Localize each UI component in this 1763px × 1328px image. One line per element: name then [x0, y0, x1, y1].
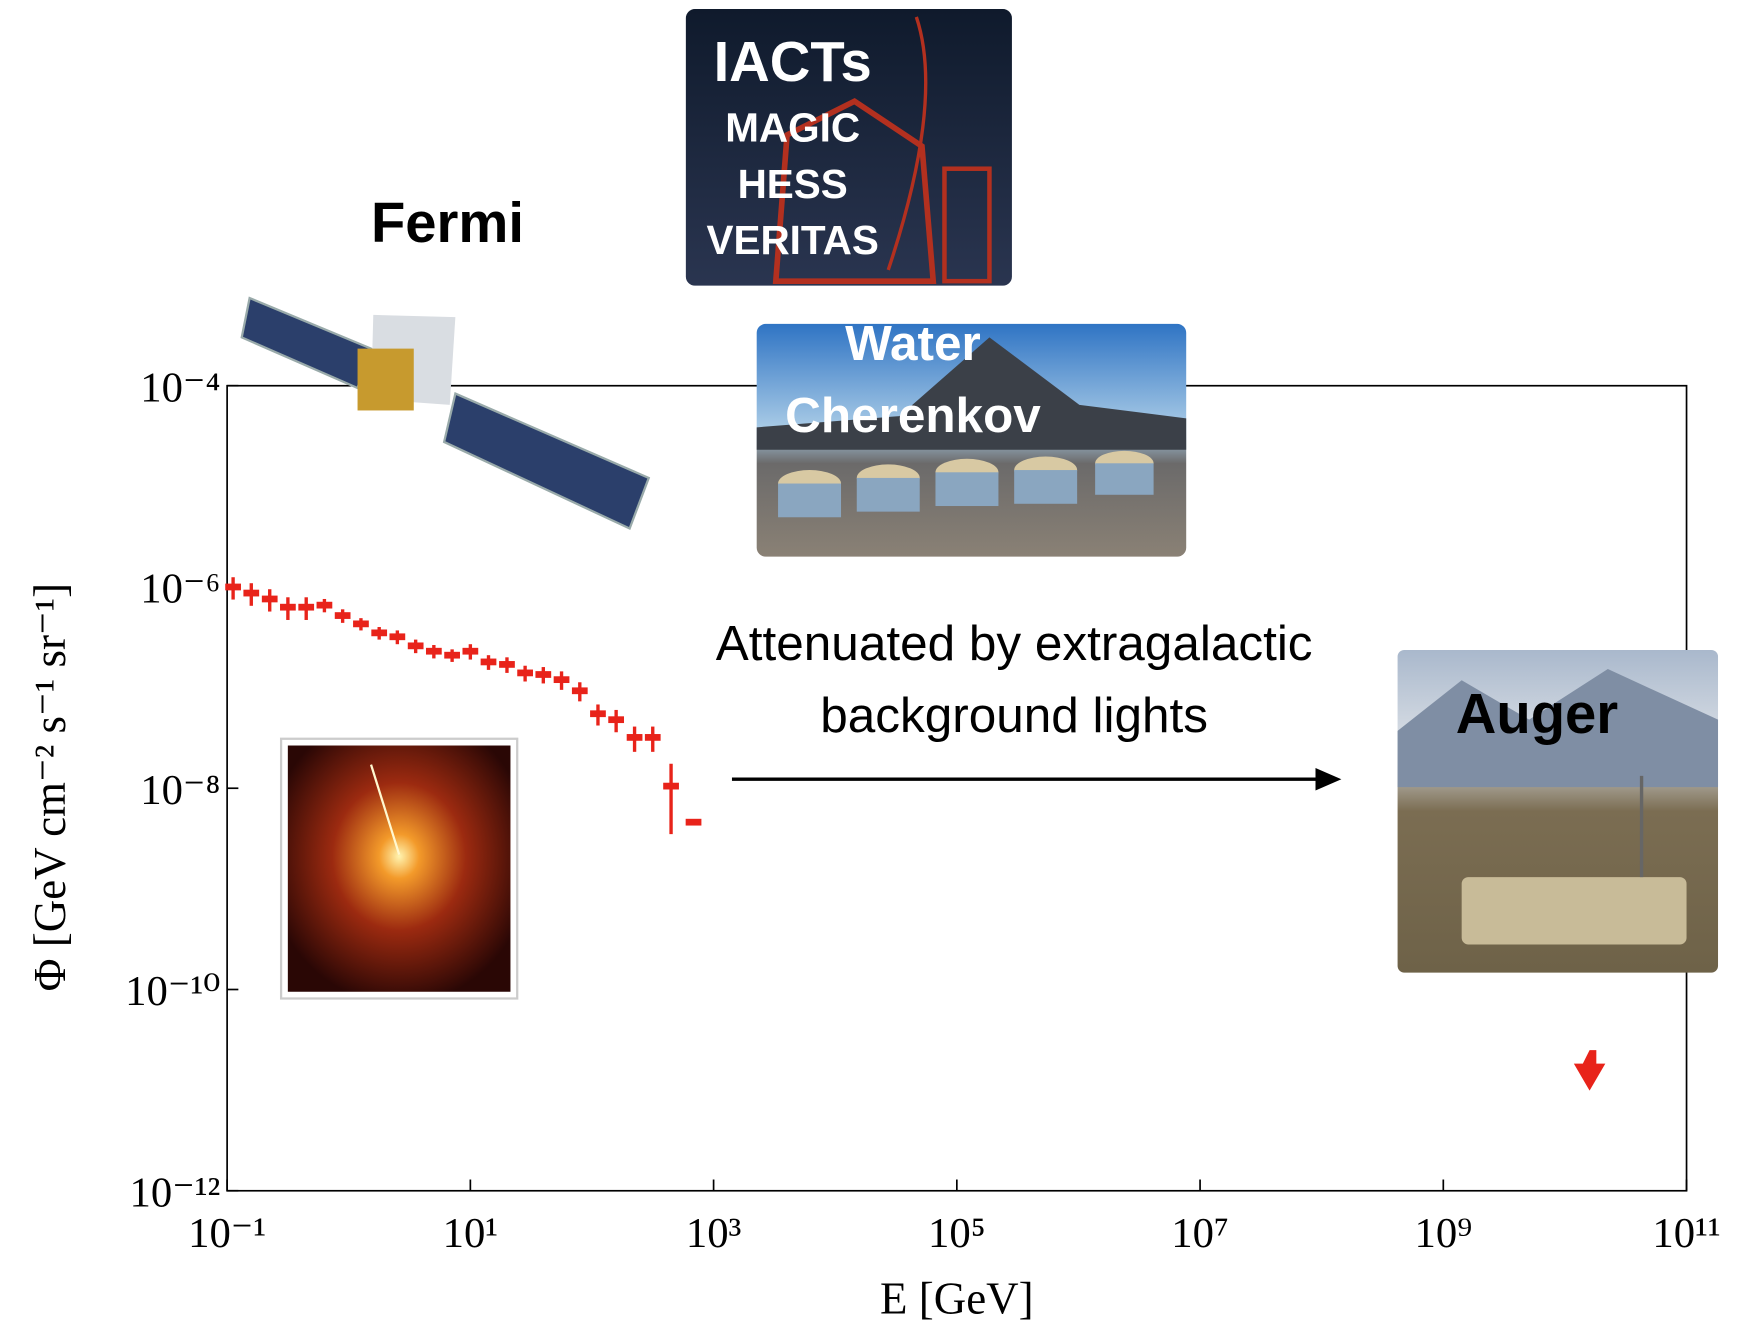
data-point	[535, 671, 551, 678]
attenuation-label: Attenuated by extragalactic	[716, 616, 1313, 671]
x-tick-label: 10⁵	[928, 1210, 986, 1257]
upper-limit-arrow	[1574, 1050, 1605, 1090]
page: {"chart_data": { "type": "errorbar", "x_…	[0, 0, 1763, 1328]
auger-label: Auger	[1456, 682, 1619, 745]
data-point	[686, 819, 702, 826]
data-point	[608, 716, 624, 723]
data-point	[225, 584, 241, 591]
iacts-label: MAGIC	[725, 105, 860, 151]
y-tick-label: 10⁻¹⁰	[125, 968, 220, 1015]
y-tick-label: 10⁻⁸	[140, 767, 220, 814]
data-point	[663, 783, 679, 790]
water-cherenkov-label: Water	[845, 316, 981, 371]
data-point	[317, 602, 333, 609]
data-point	[572, 687, 588, 694]
iacts-label: HESS	[738, 161, 848, 207]
data-point	[590, 710, 606, 717]
fermi-label: Fermi	[371, 191, 524, 254]
x-tick-label: 10¹¹	[1652, 1210, 1720, 1257]
attenuation-label: background lights	[820, 688, 1208, 743]
chart: 10⁻¹ 10¹ 10³ 10⁵ 10⁷ 10⁹ 10¹¹ 10⁻¹² 10⁻¹⁰ 10⁻⁸ 10⁻…	[0, 0, 1763, 1328]
data-point	[426, 648, 442, 655]
attenuation-arrow	[732, 768, 1341, 790]
data-point	[499, 661, 515, 668]
iacts-label: VERITAS	[706, 217, 878, 263]
data-point	[627, 734, 643, 741]
data-point	[481, 659, 497, 666]
data-point	[298, 604, 314, 611]
x-tick-label: 10⁹	[1414, 1210, 1472, 1257]
y-axis-label: Φ [GeV cm⁻² s⁻¹ sr⁻¹]	[25, 583, 75, 991]
data-point	[371, 629, 387, 636]
data-point	[645, 734, 661, 741]
data-point	[335, 612, 351, 619]
data-point	[389, 633, 405, 640]
x-tick-label: 10³	[686, 1210, 742, 1257]
y-tick-label: 10⁻⁶	[140, 566, 220, 613]
x-tick-label: 10⁻¹	[188, 1210, 266, 1257]
y-tick-label: 10⁻¹²	[129, 1170, 220, 1217]
y-tick-label: 10⁻⁴	[140, 364, 220, 411]
data-point	[517, 670, 533, 677]
data-point	[353, 620, 369, 627]
data-point	[243, 590, 259, 597]
black-hole-image	[281, 739, 517, 999]
water-cherenkov-label: Cherenkov	[785, 388, 1041, 443]
data-point	[408, 642, 424, 649]
data-point	[262, 596, 278, 603]
fermi-satellite-image	[242, 298, 649, 528]
iacts-label: IACTs	[714, 30, 872, 93]
data-point	[280, 604, 296, 611]
x-axis-label: E [GeV]	[880, 1273, 1034, 1323]
x-tick-label: 10¹	[443, 1210, 499, 1257]
data-point	[554, 676, 570, 683]
data-point	[462, 648, 478, 655]
data-point	[444, 652, 460, 659]
x-tick-label: 10⁷	[1171, 1210, 1229, 1257]
